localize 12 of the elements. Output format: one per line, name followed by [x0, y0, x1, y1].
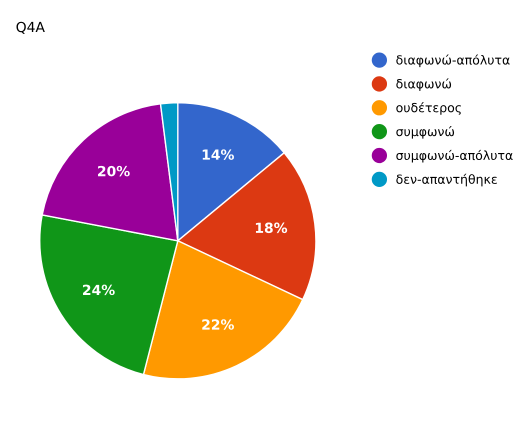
- data-label: 24%: [83, 284, 115, 296]
- legend-label: διαφωνώ-απόλυτα: [396, 54, 510, 68]
- legend-label: διαφωνώ: [396, 78, 452, 91]
- data-label: 20%: [98, 166, 130, 176]
- legend-label: συμφωνώ-απόλυτα: [396, 150, 513, 162]
- chart-title: Q4A: [16, 22, 45, 34]
- legend-label: συμφωνώ: [396, 126, 454, 139]
- data-label: 18%: [256, 222, 288, 234]
- legend-label: δεν-απαντήθηκε: [396, 174, 497, 186]
- legend-label: ουδέτερος: [396, 102, 461, 115]
- data-label: 14%: [202, 149, 234, 160]
- data-label: 22%: [202, 319, 234, 330]
